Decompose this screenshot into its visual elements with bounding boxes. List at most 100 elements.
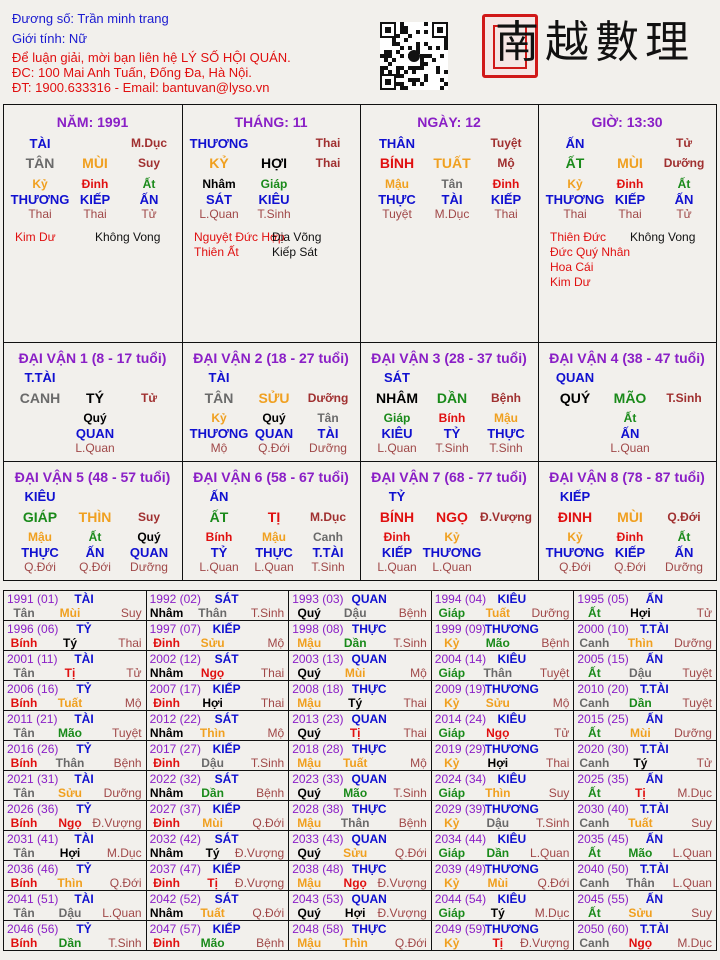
year-label: 2019 (29) (434, 742, 487, 756)
year-cell[interactable]: 2015 (25) ẤN Ất Mùi Dưỡng (574, 711, 717, 741)
year-ten-god: T.TÀI (640, 862, 669, 876)
cell-title: ĐẠI VẬN 3 (28 - 37 tuổi) (371, 350, 527, 366)
year-cell[interactable]: 2033 (43) QUAN Quý Sửu Q.Đới (289, 831, 432, 861)
year-ten-god: KIÊU (497, 832, 527, 846)
year-life-stage: Q.Đới (252, 816, 285, 830)
year-life-stage: T.Sinh (250, 756, 285, 770)
year-cell[interactable]: 2032 (42) SÁT Nhâm Tý Đ.Vượng (146, 831, 290, 861)
year-cell[interactable]: 2047 (57) KIẾP Đinh Mão Bệnh (146, 921, 290, 951)
qr-code-icon[interactable] (380, 22, 448, 90)
year-life-stage: Suy (691, 816, 712, 830)
year-cell[interactable]: 1993 (03) QUAN Quý Dậu Bệnh (289, 591, 432, 621)
year-ten-god: THỰC (351, 622, 387, 636)
year-life-stage: Q.Đới (394, 846, 427, 860)
year-label: 2022 (32) (149, 772, 201, 786)
year-cell[interactable]: 2035 (45) ẤN Ất Mão L.Quan (574, 831, 717, 861)
year-cell[interactable]: 2017 (27) KIẾP Đinh Dậu T.Sinh (146, 741, 290, 771)
year-cell[interactable]: 2028 (38) THỰC Mậu Thân Bệnh (289, 801, 432, 831)
year-cell[interactable]: 2009 (19) THƯƠNG Kỷ Sửu Mộ (431, 681, 575, 711)
year-stem: Giáp (438, 846, 466, 860)
life-stage: Tử (140, 391, 158, 405)
year-cell[interactable]: 1996 (06) TỶ Bính Tý Thai (4, 621, 147, 651)
year-life-stage: L.Quan (672, 846, 712, 860)
year-ten-god: T.TÀI (640, 802, 669, 816)
year-cell[interactable]: 2012 (22) SÁT Nhâm Thìn Mộ (146, 711, 290, 741)
hidden-life-stage: Dưỡng (309, 441, 347, 455)
year-life-stage: Mộ (410, 666, 427, 680)
year-cell[interactable]: 2005 (15) ẤN Ất Dậu Tuyệt (574, 651, 717, 681)
heavenly-stem: QUÝ (559, 390, 591, 406)
year-cell[interactable]: 2002 (12) SÁT Nhâm Ngọ Thai (146, 651, 290, 681)
year-cell[interactable]: 2031 (41) TÀI Tân Hợi M.Dục (4, 831, 147, 861)
year-cell[interactable]: 2043 (53) QUAN Quý Hợi Đ.Vượng (289, 891, 432, 921)
year-cell[interactable]: 2046 (56) TỶ Bính Dần T.Sinh (4, 921, 147, 951)
hidden-stem: Mậu (28, 530, 52, 544)
year-branch: Sửu (485, 696, 510, 710)
year-label: 2038 (48) (292, 862, 344, 876)
year-cell[interactable]: 2045 (55) ẤN Ất Sửu Suy (574, 891, 717, 921)
hidden-life-stage: L.Quan (254, 560, 294, 574)
year-cell[interactable]: 2026 (36) TỶ Bính Ngọ Đ.Vượng (4, 801, 147, 831)
year-cell[interactable]: 1998 (08) THỰC Mậu Dần T.Sinh (289, 621, 432, 651)
year-cell[interactable]: 2011 (21) TÀI Tân Mão Tuyệt (4, 711, 147, 741)
year-cell[interactable]: 2050 (60) T.TÀI Canh Ngọ M.Dục (574, 921, 717, 951)
year-cell[interactable]: 1992 (02) SÁT Nhâm Thân T.Sinh (146, 591, 290, 621)
year-stem: Kỷ (444, 696, 460, 710)
year-cell[interactable]: 2039 (49) THƯƠNG Kỷ Mùi Q.Đới (431, 861, 575, 891)
year-cell[interactable]: 2019 (29) THƯƠNG Kỷ Hợi Thai (431, 741, 575, 771)
year-cell[interactable]: 2006 (16) TỶ Bính Tuất Mộ (4, 681, 147, 711)
year-cell[interactable]: 1995 (05) ẤN Ất Hợi Tử (574, 591, 717, 621)
year-cell[interactable]: 2025 (35) ẤN Ất Tị M.Dục (574, 771, 717, 801)
year-ten-god: T.TÀI (640, 682, 669, 696)
year-branch: Thìn (57, 876, 83, 890)
year-label: 2036 (46) (7, 862, 59, 876)
cell-title: NGÀY: 12 (417, 114, 481, 130)
year-cell[interactable]: 2004 (14) KIÊU Giáp Thân Tuyệt (431, 651, 575, 681)
year-cell[interactable]: 2049 (59) THƯƠNG Kỷ Tị Đ.Vượng (431, 921, 575, 951)
year-stem: Giáp (438, 666, 466, 680)
year-cell[interactable]: 2048 (58) THỰC Mậu Thìn Q.Đới (289, 921, 432, 951)
year-cell[interactable]: 2020 (30) T.TÀI Canh Tý Tử (574, 741, 717, 771)
year-cell[interactable]: 2022 (32) SÁT Nhâm Dần Bệnh (146, 771, 290, 801)
year-cell[interactable]: 2013 (23) QUAN Quý Tị Thai (289, 711, 432, 741)
hidden-stem: Ất (88, 530, 102, 544)
year-cell[interactable]: 2007 (17) KIẾP Đinh Hợi Thai (146, 681, 290, 711)
auspicious-star: Hoa Cái (550, 260, 594, 274)
year-cell[interactable]: 2041 (51) TÀI Tân Dậu L.Quan (4, 891, 147, 921)
year-ten-god: TÀI (74, 892, 94, 906)
year-cell[interactable]: 1991 (01) TÀI Tân Mùi Suy (4, 591, 147, 621)
year-cell[interactable]: 2029 (39) THƯƠNG Kỷ Dậu T.Sinh (431, 801, 575, 831)
year-stem: Canh (579, 816, 610, 830)
year-cell[interactable]: 2016 (26) TỶ Bính Thân Bệnh (4, 741, 147, 771)
year-life-stage: Tử (696, 606, 712, 620)
year-cell[interactable]: 2034 (44) KIÊU Giáp Dần L.Quan (431, 831, 575, 861)
year-cell[interactable]: 2044 (54) KIÊU Giáp Tý M.Dục (431, 891, 575, 921)
hidden-life-stage: L.Quan (610, 441, 650, 455)
year-cell[interactable]: 2038 (48) THỰC Mậu Ngọ Đ.Vượng (289, 861, 432, 891)
hidden-stem: Quý (137, 530, 161, 544)
year-cell[interactable]: 1994 (04) KIÊU Giáp Tuất Dưỡng (431, 591, 575, 621)
year-cell[interactable]: 2023 (33) QUAN Quý Mão T.Sinh (289, 771, 432, 801)
year-cell[interactable]: 2000 (10) T.TÀI Canh Thìn Dưỡng (574, 621, 717, 651)
year-cell[interactable]: 2001 (11) TÀI Tân Tị Tử (4, 651, 147, 681)
year-cell[interactable]: 2027 (37) KIẾP Đinh Mùi Q.Đới (146, 801, 290, 831)
year-cell[interactable]: 2021 (31) TÀI Tân Sửu Dưỡng (4, 771, 147, 801)
year-cell[interactable]: 2037 (47) KIẾP Đinh Tị Đ.Vượng (146, 861, 290, 891)
year-cell[interactable]: 2003 (13) QUAN Quý Mùi Mộ (289, 651, 432, 681)
year-branch: Tý (205, 846, 220, 860)
year-cell[interactable]: 2036 (46) TỶ Bính Thìn Q.Đới (4, 861, 147, 891)
year-cell[interactable]: 2042 (52) SÁT Nhâm Tuất Q.Đới (146, 891, 290, 921)
year-cell[interactable]: 2024 (34) KIÊU Giáp Thìn Suy (431, 771, 575, 801)
year-cell[interactable]: 2018 (28) THỰC Mậu Tuất Mộ (289, 741, 432, 771)
year-cell[interactable]: 1997 (07) KIẾP Đinh Sửu Mộ (146, 621, 290, 651)
year-life-stage: Bệnh (256, 786, 285, 800)
year-cell[interactable]: 2030 (40) T.TÀI Canh Tuất Suy (574, 801, 717, 831)
year-cell[interactable]: 2014 (24) KIÊU Giáp Ngọ Tử (431, 711, 575, 741)
hidden-stem: Bính (438, 411, 466, 425)
hidden-stem: Ất (623, 411, 637, 425)
hidden-ten-god: KIẾP (79, 192, 111, 207)
year-cell[interactable]: 2010 (20) T.TÀI Canh Dần Tuyệt (574, 681, 717, 711)
year-cell[interactable]: 2040 (50) T.TÀI Canh Thân L.Quan (574, 861, 717, 891)
year-cell[interactable]: 2008 (18) THỰC Mậu Tý Thai (289, 681, 432, 711)
year-cell[interactable]: 1999 (09) THƯƠNG Kỷ Mão Bệnh (431, 621, 575, 651)
